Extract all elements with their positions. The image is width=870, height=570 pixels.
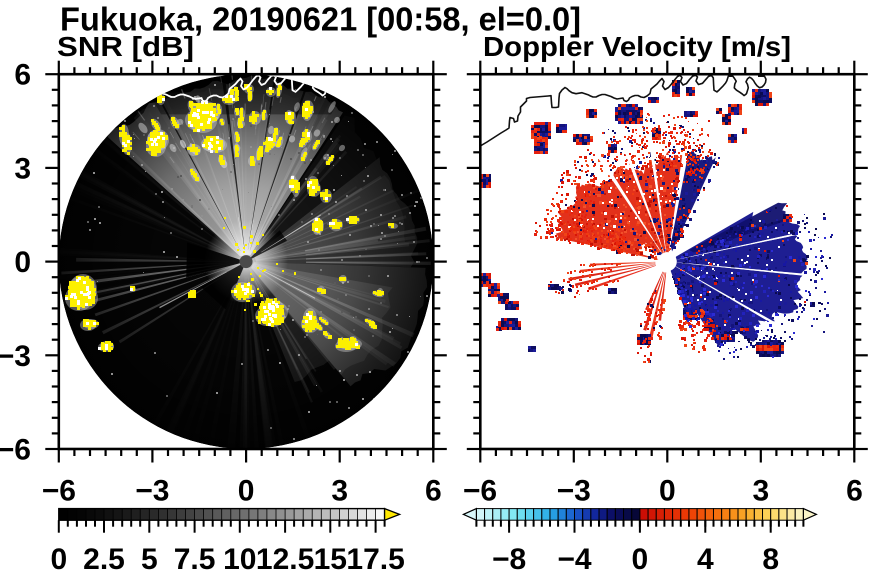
svg-text:6: 6 [14, 59, 31, 92]
svg-text:17.5: 17.5 [346, 543, 404, 570]
svg-text:−3: −3 [557, 475, 591, 508]
svg-text:6: 6 [425, 475, 442, 508]
svg-text:3: 3 [14, 152, 31, 185]
svg-text:6: 6 [846, 475, 863, 508]
svg-text:0: 0 [14, 246, 31, 279]
svg-text:8: 8 [762, 543, 779, 570]
svg-text:−4: −4 [557, 543, 592, 570]
svg-text:−6: −6 [42, 475, 76, 508]
svg-text:12.5: 12.5 [256, 543, 314, 570]
svg-text:10: 10 [223, 543, 256, 570]
svg-text:−3: −3 [0, 340, 31, 373]
svg-text:4: 4 [697, 543, 714, 570]
svg-text:2.5: 2.5 [83, 543, 125, 570]
svg-text:0: 0 [632, 543, 649, 570]
svg-text:3: 3 [753, 475, 770, 508]
svg-text:0: 0 [238, 475, 255, 508]
svg-text:−8: −8 [492, 543, 526, 570]
svg-text:15: 15 [314, 543, 347, 570]
svg-text:−3: −3 [135, 475, 169, 508]
svg-text:−6: −6 [463, 475, 497, 508]
svg-text:Doppler Velocity [m/s]: Doppler Velocity [m/s] [483, 31, 791, 62]
svg-text:0: 0 [50, 543, 67, 570]
svg-text:0: 0 [659, 475, 676, 508]
svg-text:7.5: 7.5 [174, 543, 216, 570]
svg-text:Fukuoka, 20190621 [00:58, el=0: Fukuoka, 20190621 [00:58, el=0.0] [60, 1, 581, 38]
svg-text:5: 5 [141, 543, 158, 570]
svg-text:SNR [dB]: SNR [dB] [57, 31, 194, 62]
svg-text:3: 3 [331, 475, 348, 508]
svg-text:−6: −6 [0, 434, 31, 467]
